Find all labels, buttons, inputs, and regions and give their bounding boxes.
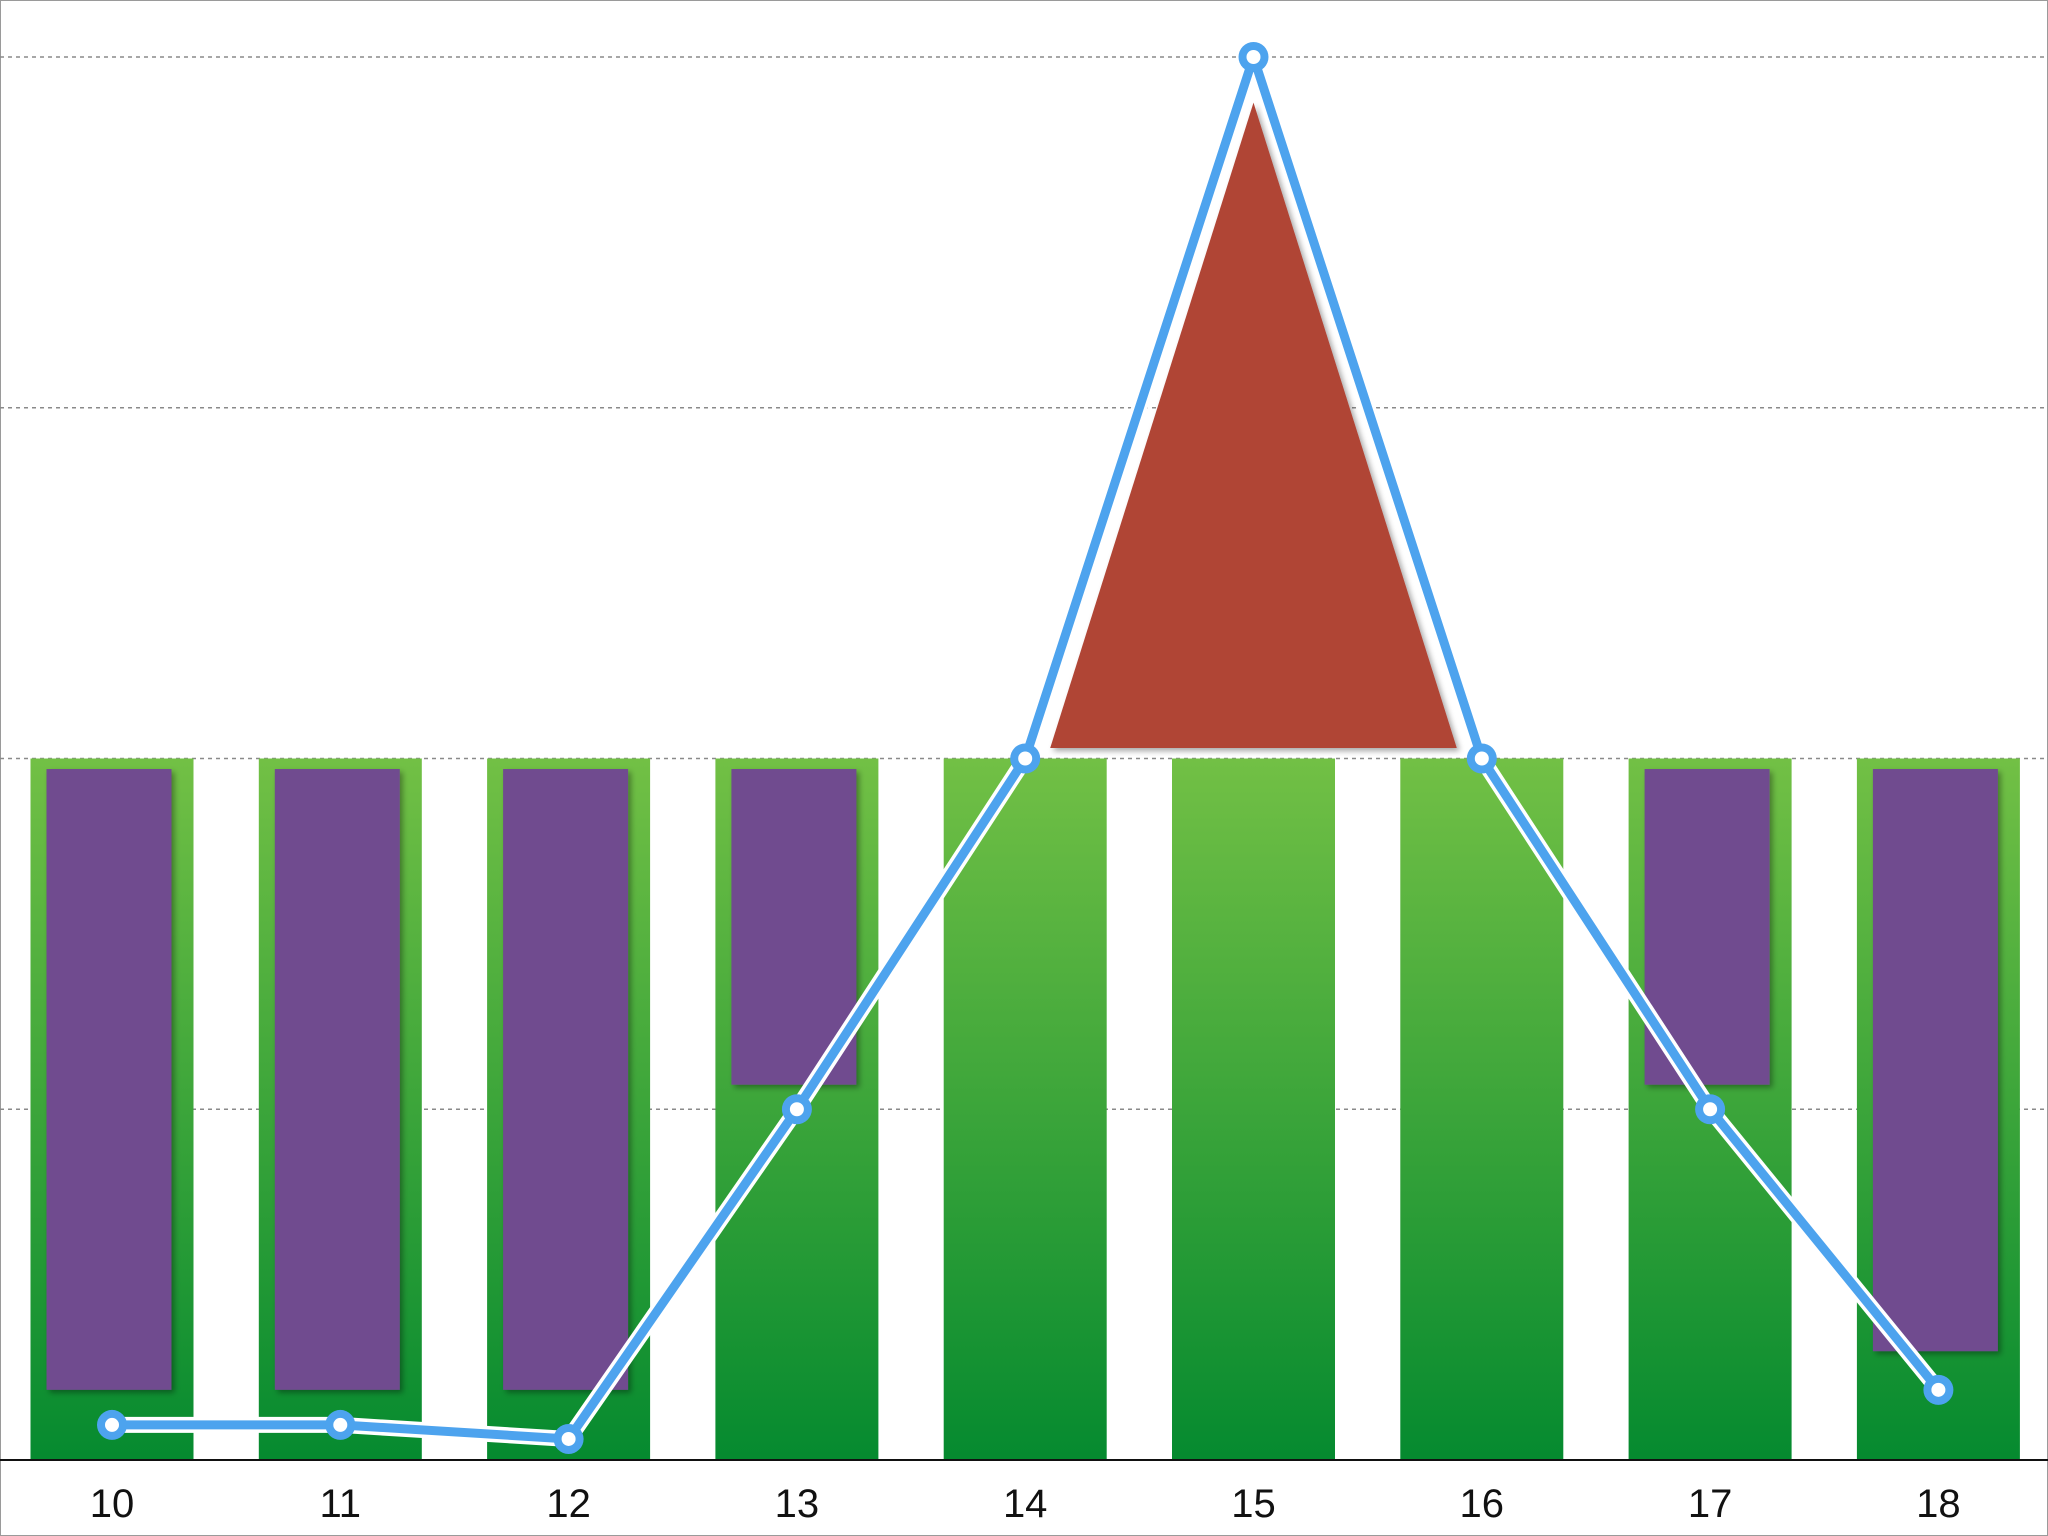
blue-line-series [97,31,1954,1454]
line-point-center [333,1417,348,1432]
line-point-center [1474,751,1489,766]
line-point-center [1246,50,1261,64]
x-tick-label: 10 [90,1482,135,1526]
purple-bar [731,769,857,1085]
line-point-center [561,1431,576,1446]
line-point-center [789,1102,804,1117]
x-tick-label: 16 [1460,1482,1505,1526]
x-tick-labels: 10 11 12 13 14 15 16 17 18 [90,1482,1961,1526]
purple-bar [274,769,400,1390]
line-point-center [1931,1382,1946,1397]
green-bar [1400,758,1564,1460]
x-tick-label: 17 [1688,1482,1733,1526]
red-triangle [1050,102,1457,748]
green-bar [1172,758,1335,1460]
line-point-center [1703,1102,1718,1117]
purple-bar [1872,769,1998,1352]
purple-bar [503,769,629,1390]
purple-bars [46,769,1998,1390]
line-point-center [105,1417,119,1432]
x-tick-label: 14 [1003,1482,1048,1526]
purple-bar [46,769,172,1390]
x-tick-label: 13 [775,1482,820,1526]
x-tick-label: 15 [1231,1482,1276,1526]
x-tick-label: 12 [546,1482,591,1526]
line-point-center [1018,751,1033,766]
triangle-mark [1050,102,1457,748]
green-bar [943,758,1107,1460]
x-tick-label: 18 [1916,1482,1961,1526]
x-tick-label: 11 [320,1482,362,1526]
